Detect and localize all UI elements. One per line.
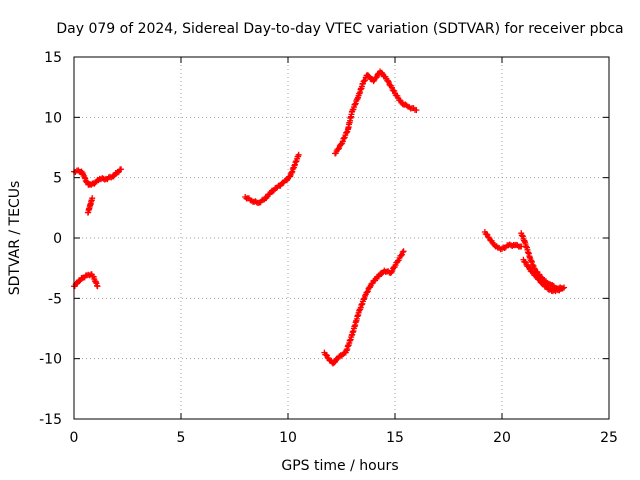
data-point: [384, 77, 391, 84]
data-point: [295, 151, 302, 158]
data-point: [483, 231, 490, 238]
series-arc-4-a: [481, 228, 525, 253]
data-point: [373, 74, 380, 81]
chart-title: Day 079 of 2024, Sidereal Day-to-day VTE…: [56, 21, 623, 37]
y-tick-label: 15: [44, 50, 62, 66]
data-point: [399, 249, 406, 256]
series-arc-3-lower: [321, 248, 407, 367]
data-point: [323, 351, 330, 358]
data-point: [535, 276, 542, 283]
series-arc-1-upper: [71, 166, 125, 188]
series-arc-2: [242, 151, 302, 207]
data-point: [118, 166, 125, 173]
plot-frame: [73, 56, 610, 420]
data-point: [361, 77, 368, 84]
x-tick-label: 15: [386, 430, 404, 446]
data-point: [398, 252, 405, 259]
y-tick-label: -5: [48, 291, 62, 307]
data-point: [76, 278, 83, 285]
data-point: [388, 269, 395, 276]
series-arc-1-lower: [71, 271, 101, 290]
data-point: [522, 258, 529, 265]
data-point: [94, 283, 101, 290]
data-point: [413, 107, 420, 114]
x-tick-label: 5: [177, 430, 186, 446]
x-tick-label: 25: [600, 430, 618, 446]
axes-ticks: 0 5 10 15 20 25 -15 -10 -5 0 5 10 15: [39, 50, 618, 446]
y-tick-label: -10: [39, 352, 62, 368]
data-point: [531, 265, 538, 272]
x-axis-label: GPS time / hours: [281, 458, 398, 474]
data-point: [370, 78, 377, 85]
series-arc-3-upper: [332, 68, 420, 157]
y-tick-label: -15: [39, 412, 62, 428]
y-tick-label: 0: [53, 231, 62, 247]
data-point: [400, 248, 407, 255]
x-tick-label: 0: [70, 430, 79, 446]
y-tick-label: 5: [53, 171, 62, 187]
x-tick-label: 20: [493, 430, 511, 446]
data-point: [335, 146, 342, 153]
data-point: [365, 72, 372, 79]
x-tick-label: 10: [279, 430, 297, 446]
data-point: [558, 285, 565, 292]
y-axis-label: SDTVAR / TECUs: [7, 181, 23, 296]
series-arc-1-spur: [84, 195, 96, 216]
grid: [74, 57, 609, 419]
data-point: [364, 289, 371, 296]
data-point: [89, 195, 96, 202]
series-arc-4-c: [520, 256, 565, 295]
data-points: [71, 68, 568, 367]
y-tick-label: 10: [44, 110, 62, 126]
